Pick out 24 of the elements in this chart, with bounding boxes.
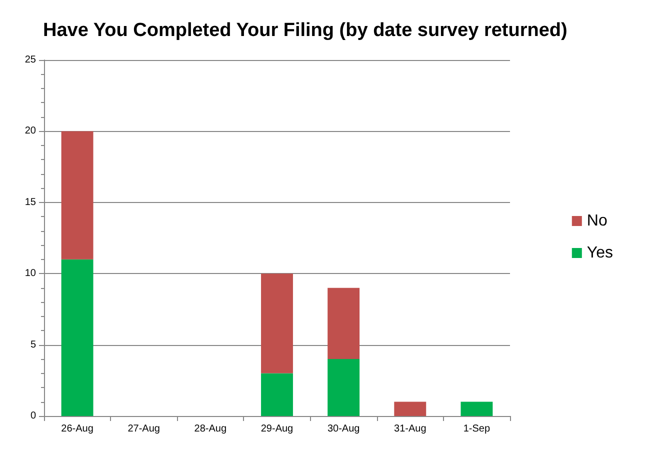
bar: [394, 402, 426, 416]
bar: [328, 359, 360, 416]
bar: [61, 259, 94, 416]
legend-label: No: [586, 212, 608, 230]
bar: [261, 274, 293, 374]
x-tick-label: 29-Aug: [260, 424, 294, 434]
y-tick-label: 15: [24, 196, 36, 208]
y-tick-label: 25: [24, 54, 36, 66]
chart-title: Have You Completed Your Filing (by date survey returned): [43, 20, 568, 41]
bar: [61, 131, 94, 260]
x-tick-label: 31-Aug: [394, 424, 426, 434]
bar: [261, 373, 293, 416]
legend-label: Yes: [586, 244, 614, 262]
x-tick-label: 27-Aug: [128, 424, 160, 434]
y-tick-label: 10: [24, 268, 36, 280]
x-tick-label: 26-Aug: [61, 424, 94, 434]
x-tick-label: 1-Sep: [463, 424, 490, 434]
bar: [460, 402, 493, 416]
y-tick-label: 20: [24, 126, 36, 137]
x-tick-label: 28-Aug: [194, 424, 227, 434]
bar: [328, 288, 360, 360]
x-tick-label: 30-Aug: [327, 424, 360, 434]
y-tick-label: 0: [30, 410, 36, 422]
y-tick-label: 5: [30, 339, 36, 350]
